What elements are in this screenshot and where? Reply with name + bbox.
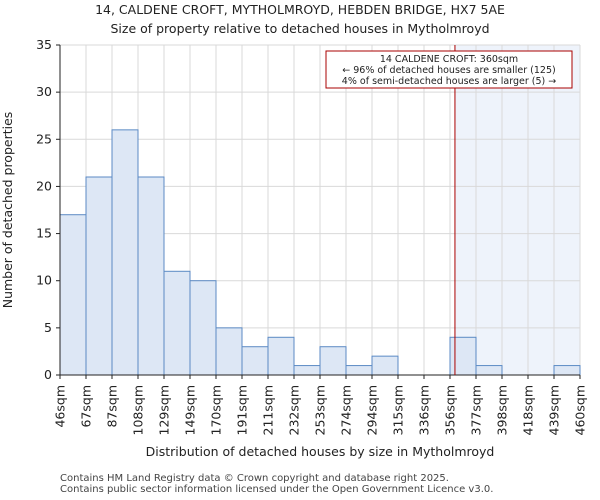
annotation-line2: ← 96% of detached houses are smaller (12… — [342, 65, 555, 76]
annotation-line1: 14 CALDENE CROFT: 360sqm — [380, 54, 518, 65]
footer-line-2: Contains public sector information licen… — [60, 484, 494, 495]
y-axis-label: Number of detached properties — [0, 112, 15, 309]
chart-title: 14, CALDENE CROFT, MYTHOLMROYD, HEBDEN B… — [95, 2, 505, 17]
bar — [553, 365, 581, 376]
x-tick-label: 418sqm — [521, 385, 536, 435]
x-tick-label: 439sqm — [547, 385, 562, 435]
bar — [163, 270, 191, 376]
y-tick-label: 0 — [44, 367, 52, 382]
highlight-region — [454, 45, 580, 375]
bar — [111, 129, 139, 376]
bar — [371, 355, 399, 376]
x-tick-label: 232sqm — [287, 385, 302, 435]
bar — [267, 336, 295, 376]
x-tick-label: 294sqm — [365, 385, 380, 435]
chart-subtitle: Size of property relative to detached ho… — [110, 21, 490, 36]
x-tick-label: 149sqm — [183, 385, 198, 435]
x-tick-label: 87sqm — [105, 385, 120, 428]
bar — [241, 346, 269, 376]
x-tick-label: 170sqm — [209, 385, 224, 435]
chart-title-block: 14, CALDENE CROFT, MYTHOLMROYD, HEBDEN B… — [0, 0, 600, 38]
y-tick-label: 30 — [36, 84, 52, 99]
bar — [215, 327, 243, 376]
y-tick-label: 25 — [36, 131, 52, 146]
footer: Contains HM Land Registry data © Crown c… — [60, 473, 493, 495]
bar — [449, 336, 477, 376]
x-tick-label: 356sqm — [443, 385, 458, 435]
x-tick-label: 108sqm — [131, 385, 146, 435]
bar — [319, 346, 347, 376]
bar — [475, 365, 503, 376]
x-tick-label: 211sqm — [261, 385, 276, 435]
bar — [189, 280, 217, 376]
highlight-region-layer — [454, 45, 580, 375]
footer-line-1: Contains HM Land Registry data © Crown c… — [60, 473, 449, 484]
y-tick-label: 10 — [36, 273, 52, 288]
y-tick-label: 20 — [36, 178, 52, 193]
y-tick-label: 35 — [36, 37, 52, 52]
x-tick-label: 191sqm — [235, 385, 250, 435]
x-tick-label: 274sqm — [339, 385, 354, 435]
bar — [137, 176, 165, 376]
bar — [293, 365, 321, 376]
bar — [85, 176, 113, 376]
x-tick-label: 46sqm — [53, 385, 68, 428]
annotation-box — [325, 50, 573, 89]
bar — [59, 214, 87, 376]
x-tick-label: 253sqm — [313, 385, 328, 435]
y-tick-label: 15 — [36, 226, 52, 241]
x-tick-label: 67sqm — [79, 385, 94, 428]
x-tick-label: 460sqm — [573, 385, 588, 435]
axes-layer: 0 5 10 15 20 25 30 35 46sqm 67sqm 87sqm 108sqm 129sq… — [36, 37, 587, 435]
bar-chart: 0 5 10 15 20 25 30 35 46sqm 67sqm 87sqm 108sqm 129sq… — [0, 37, 588, 459]
annotation-line3: 4% of semi-detached houses are larger (5… — [342, 76, 556, 87]
x-tick-label: 377sqm — [469, 385, 484, 435]
x-tick-label: 336sqm — [417, 385, 432, 435]
y-tick-label: 5 — [44, 320, 52, 335]
x-tick-label: 129sqm — [157, 385, 172, 435]
x-tick-label: 398sqm — [495, 385, 510, 435]
annotation-layer: 14 CALDENE CROFT: 360sqm← 96% of detache… — [325, 50, 573, 89]
bars-layer — [59, 129, 581, 376]
x-axis-label: Distribution of detached houses by size … — [146, 444, 495, 459]
bar — [345, 365, 373, 376]
x-tick-label: 315sqm — [391, 385, 406, 435]
